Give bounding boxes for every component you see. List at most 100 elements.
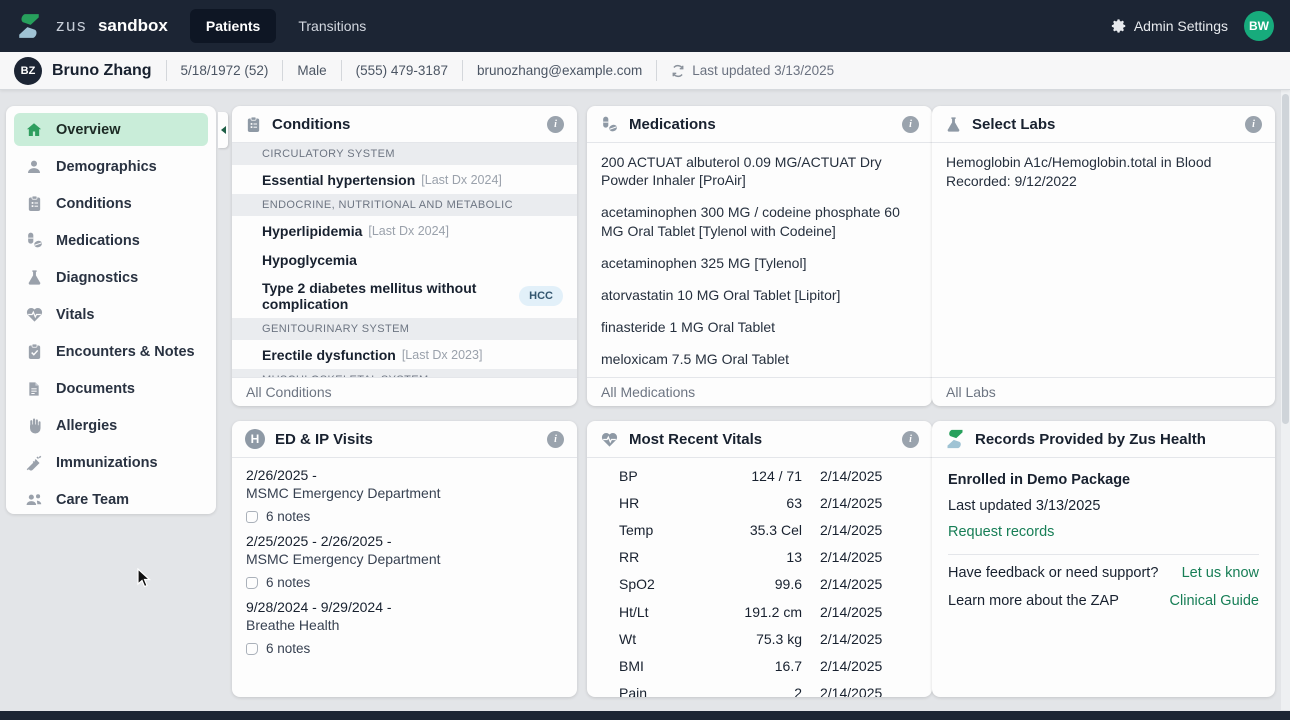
condition-item[interactable]: Hypoglycemia [262,251,357,268]
sidebar-item-demographics[interactable]: Demographics [14,150,208,183]
medication-item[interactable]: acetaminophen 325 MG [Tylenol] [601,254,807,271]
admin-settings-button[interactable]: Admin Settings [1111,18,1228,34]
tab-transitions[interactable]: Transitions [298,18,367,34]
medication-item[interactable]: finasteride 1 MG Oral Tablet [601,319,776,336]
divider [948,554,1259,555]
refresh-icon[interactable] [671,64,685,78]
conditions-list: CIRCULATORY SYSTEM Essential hypertensio… [232,143,577,377]
admin-settings-label: Admin Settings [1133,18,1228,34]
all-conditions-link[interactable]: All Conditions [232,377,577,406]
visit-notes-link[interactable]: 6 notes [246,641,563,656]
patient-sex: Male [282,60,340,81]
lab-item-name[interactable]: Hemoglobin A1c/Hemoglobin.total in Blood [946,154,1212,170]
sidebar-item-documents[interactable]: Documents [14,372,208,405]
ed-ip-visits-card: H ED & IP Visits i 2/26/2025 - MSMC Emer… [232,421,577,697]
sidebar-item-vitals[interactable]: Vitals [14,298,208,331]
info-icon[interactable]: i [902,430,919,448]
patient-email: brunozhang@example.com [461,60,656,81]
patient-name: Bruno Zhang [52,61,152,79]
zus-logo-icon [16,13,42,39]
patient-header: BZ Bruno Zhang 5/18/1972 (52) Male (555)… [0,52,1290,90]
sidebar-item-immunizations[interactable]: Immunizations [14,446,208,479]
hand-icon [24,417,44,435]
visit-item[interactable]: 2/25/2025 - 2/26/2025 - MSMC Emergency D… [232,524,577,590]
document-icon [24,381,44,397]
home-icon [24,121,44,139]
vertical-scrollbar[interactable] [1281,90,1290,710]
patient-sidebar: Overview Demographics Conditions Medicat… [6,106,216,514]
clipboard-icon [24,195,44,212]
medication-item[interactable]: meloxicam 7.5 MG Oral Tablet [601,351,790,368]
lab-item-recorded: Recorded: 9/12/2022 [946,173,1077,190]
info-icon[interactable]: i [902,115,919,133]
syringe-icon [24,454,44,472]
tab-patients[interactable]: Patients [189,9,277,43]
most-recent-vitals-card: Most Recent Vitals i BP 124 / 71 2/14/2025… [587,421,932,697]
medication-item[interactable]: atorvastatin 10 MG Oral Tablet [Lipitor] [601,286,841,303]
sidebar-item-care-team[interactable]: Care Team [14,483,208,516]
feedback-text: Have feedback or need support? [948,565,1159,581]
all-labs-link[interactable]: All Labs [932,377,1275,406]
user-avatar[interactable]: BW [1244,11,1274,41]
records-last-updated: Last updated 3/13/2025 [948,498,1101,514]
sidebar-item-diagnostics[interactable]: Diagnostics [14,261,208,294]
visit-notes-link[interactable]: 6 notes [246,509,563,524]
zus-logo-icon [945,429,965,449]
card-title: Most Recent Vitals [629,430,763,448]
medication-item[interactable]: 200 ACTUAT albuterol 0.09 MG/ACTUAT Dry … [601,154,882,189]
condition-item[interactable]: Type 2 diabetes mellitus without complic… [232,274,577,318]
vital-row: HR 63 2/14/2025 [619,494,883,511]
medication-item[interactable]: acetaminophen 300 MG / codeine phosphate… [601,204,900,239]
condition-item[interactable]: Erectile dysfunction [Last Dx 2023] [262,346,483,363]
card-title: Conditions [272,115,351,133]
clinical-guide-link[interactable]: Clinical Guide [1169,593,1259,609]
brand-workspace: sandbox [97,16,168,35]
info-icon[interactable]: i [547,430,564,448]
sidebar-item-conditions[interactable]: Conditions [14,187,208,220]
sidebar-item-overview[interactable]: Overview [14,113,208,146]
top-navbar: zus sandbox Patients Transitions Admin S… [0,0,1290,52]
flask-icon [945,116,962,133]
gear-icon [1111,18,1127,34]
sidebar-item-encounters-notes[interactable]: Encounters & Notes [14,335,208,368]
condition-group-header: ENDOCRINE, NUTRITIONAL AND METABOLIC [232,194,577,216]
condition-item[interactable]: Hyperlipidemia [Last Dx 2024] [262,222,449,239]
condition-group-header: CIRCULATORY SYSTEM [232,143,577,165]
sidebar-item-allergies[interactable]: Allergies [14,409,208,442]
people-icon [24,490,44,509]
enrollment-status: Enrolled in Demo Package [948,472,1131,488]
vital-row: Pain 2 2/14/2025 [619,685,883,697]
note-icon [246,576,258,589]
vital-row: BMI 16.7 2/14/2025 [619,657,883,674]
note-icon [246,642,258,655]
card-title: Medications [629,115,716,133]
let-us-know-link[interactable]: Let us know [1181,565,1259,581]
conditions-card: Conditions i CIRCULATORY SYSTEM Essentia… [232,106,577,406]
patient-avatar: BZ [14,56,42,85]
clipboard-check-icon [24,343,44,360]
visits-list: 2/26/2025 - MSMC Emergency Department 6 … [232,458,577,697]
chevron-left-icon [220,126,226,134]
sidebar-item-medications[interactable]: Medications [14,224,208,257]
visit-item[interactable]: 2/26/2025 - MSMC Emergency Department 6 … [232,458,577,524]
brand: zus sandbox [56,16,168,36]
card-title: ED & IP Visits [275,430,373,448]
learn-more-text: Learn more about the ZAP [948,593,1119,609]
info-icon[interactable]: i [547,115,564,133]
condition-item[interactable]: Essential hypertension [Last Dx 2024] [262,171,502,188]
scrollbar-thumb[interactable] [1282,94,1289,424]
hcc-badge: HCC [519,286,563,306]
request-records-link[interactable]: Request records [948,524,1055,540]
card-title: Select Labs [972,115,1056,133]
sidebar-collapse-button[interactable] [218,112,228,148]
all-medications-link[interactable]: All Medications [587,377,932,406]
vital-row: Temp 35.3 Cel 2/14/2025 [619,521,883,538]
info-icon[interactable]: i [1245,115,1262,133]
pills-icon [600,115,619,134]
vital-row: SpO2 99.6 2/14/2025 [619,576,883,593]
bottom-bar [0,711,1290,720]
visit-notes-link[interactable]: 6 notes [246,575,563,590]
heart-pulse-icon [24,305,44,324]
visit-item[interactable]: 9/28/2024 - 9/29/2024 - Breathe Health 6… [232,590,577,656]
